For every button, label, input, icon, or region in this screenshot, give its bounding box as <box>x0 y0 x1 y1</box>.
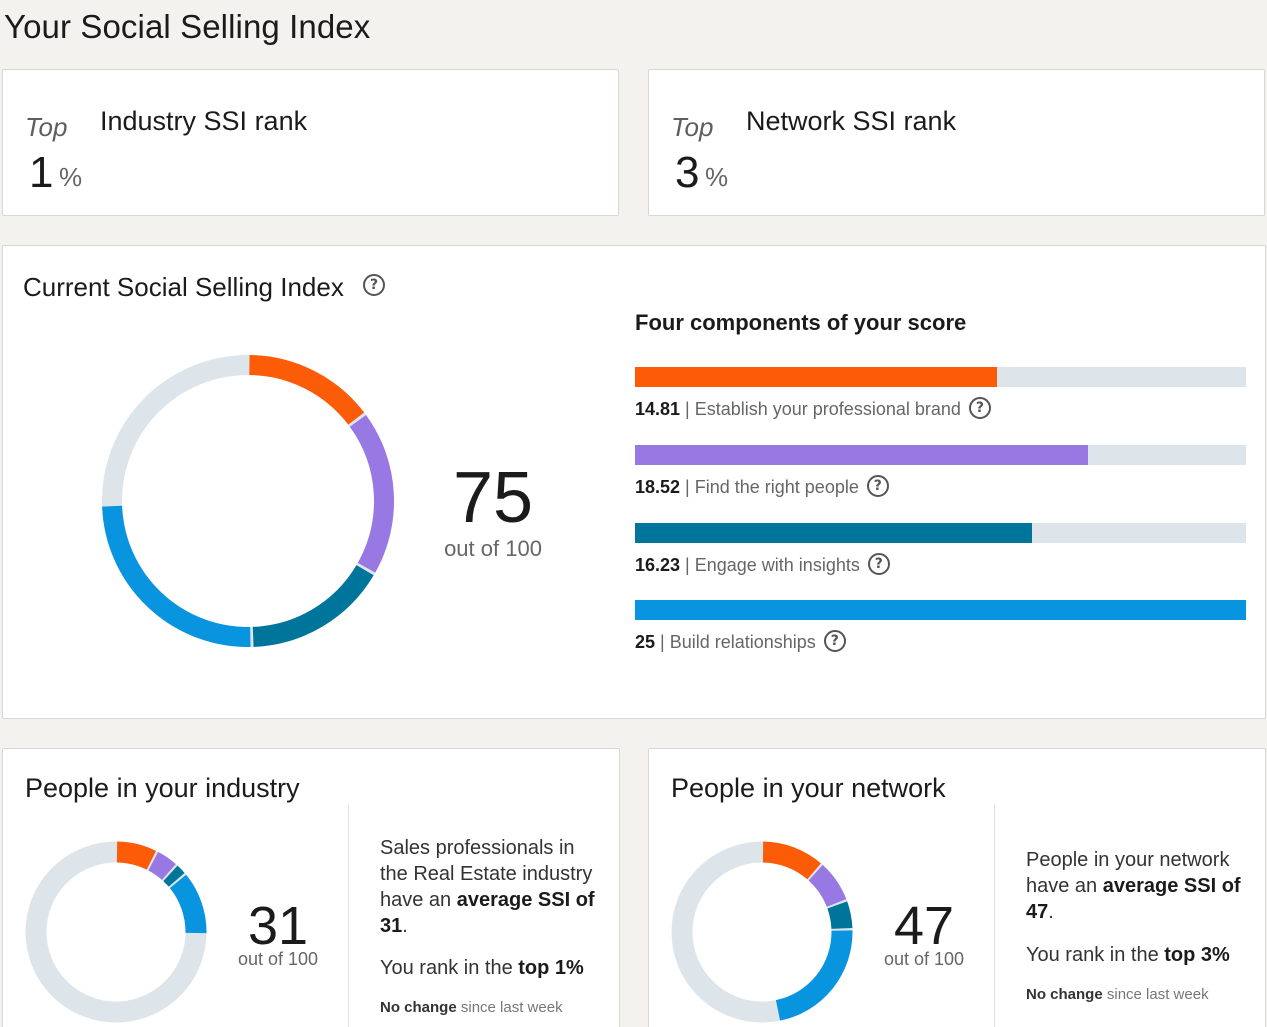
industry-rank-value: 1 <box>29 148 54 197</box>
industry-rank-top-label: Top <box>25 112 68 142</box>
industry-donut-segment-2 <box>148 851 176 881</box>
network-donut-segment-1 <box>762 841 821 880</box>
network-description: People in your network have an average S… <box>1026 847 1246 925</box>
people-industry-title: People in your industry <box>25 773 300 803</box>
people-network-card: People in your network 47 out of 100 Peo… <box>648 748 1266 1027</box>
network-rank-top-label: Top <box>671 112 714 142</box>
component-label: Engage with insights <box>694 555 860 575</box>
component-value: 18.52 <box>635 477 681 497</box>
ssi-donut-segment-4 <box>102 505 251 647</box>
component-bar-relationships <box>635 600 1246 620</box>
network-change-bold: No change <box>1026 986 1103 1003</box>
industry-rank-card: Top 1 % Industry SSI rank <box>2 69 619 216</box>
industry-change-text: No change since last week <box>380 999 563 1016</box>
network-score: 47 <box>893 896 955 956</box>
industry-change-bold: No change <box>380 999 457 1016</box>
network-donut-segment-2 <box>808 864 847 908</box>
component-value: 25 <box>635 632 656 652</box>
network-rank-pre: You rank in the <box>1026 944 1165 966</box>
industry-desc-text: Sales professionals in the Real Estate i… <box>380 837 593 911</box>
network-donut-chart <box>671 841 853 1023</box>
industry-change-rest: since last week <box>456 999 563 1016</box>
network-donut-segment-3 <box>827 901 853 930</box>
component-label-row: 14.81 | Establish your professional brand? <box>635 397 991 421</box>
component-label-row: 25 | Build relationships? <box>635 630 846 654</box>
industry-description: Sales professionals in the Real Estate i… <box>380 835 600 939</box>
question-circle-icon[interactable]: ? <box>968 397 991 420</box>
industry-rank-unit: % <box>59 162 83 192</box>
industry-donut-segment-4 <box>169 874 207 934</box>
network-change-text: No change since last week <box>1026 986 1209 1003</box>
component-label: Build relationships <box>669 632 816 652</box>
network-rank-label: Network SSI rank <box>746 106 957 136</box>
industry-desc-bold: average SSI of 31 <box>380 889 595 937</box>
component-label-row: 18.52 | Find the right people? <box>635 475 889 499</box>
component-value: 16.23 <box>635 555 681 575</box>
network-desc-end: . <box>1048 901 1054 923</box>
question-circle-icon[interactable]: ? <box>867 553 890 576</box>
industry-score-out-of: out of 100 <box>237 949 319 969</box>
network-desc-bold: average SSI of 47 <box>1026 875 1241 923</box>
network-rank-bold: top 3% <box>1164 944 1230 966</box>
ssi-donut-segment-1 <box>249 355 365 425</box>
question-circle-icon[interactable]: ? <box>823 630 846 653</box>
divider <box>348 805 349 1027</box>
industry-donut-segment-1 <box>116 841 157 870</box>
component-label: Find the right people <box>694 477 859 497</box>
question-circle-icon[interactable]: ? <box>363 274 385 296</box>
component-bar-people <box>635 445 1088 465</box>
page-title: Your Social Selling Index <box>4 8 371 45</box>
industry-donut-chart <box>25 841 207 1023</box>
network-donut-segment-4 <box>775 930 853 1021</box>
question-circle-icon[interactable]: ? <box>866 475 889 498</box>
network-rank-text: You rank in the top 3% <box>1026 944 1230 967</box>
network-score-out-of: out of 100 <box>883 949 965 969</box>
component-value: 14.81 <box>635 399 681 419</box>
ssi-score: 75 <box>452 458 534 538</box>
component-bar-insights <box>635 523 1032 543</box>
industry-rank-pre: You rank in the <box>380 957 519 979</box>
ssi-donut-segment-3 <box>252 564 374 647</box>
industry-rank-text: You rank in the top 1% <box>380 957 584 980</box>
divider <box>994 805 995 1027</box>
people-network-title: People in your network <box>671 773 946 803</box>
network-desc-text: People in your network have an <box>1026 849 1230 897</box>
ssi-score-out-of: out of 100 <box>444 536 542 561</box>
industry-donut-segment-3 <box>163 865 185 887</box>
industry-desc-end: . <box>402 915 408 937</box>
industry-rank-label: Industry SSI rank <box>100 106 308 136</box>
network-change-rest: since last week <box>1102 986 1209 1003</box>
ssi-donut-segment-2 <box>349 415 394 573</box>
people-industry-card: People in your industry 31 out of 100 Sa… <box>2 748 620 1027</box>
component-label-row: 16.23 | Engage with insights? <box>635 553 890 577</box>
current-ssi-card: Current Social Selling Index ? 75 out of… <box>2 245 1266 719</box>
industry-score: 31 <box>247 896 309 956</box>
current-ssi-title: Current Social Selling Index <box>23 272 344 302</box>
network-rank-card: Top 3 % Network SSI rank <box>648 69 1265 216</box>
network-rank-value: 3 <box>675 148 700 197</box>
ssi-donut-chart <box>102 355 394 647</box>
components-title: Four components of your score <box>635 310 967 335</box>
industry-rank-bold: top 1% <box>518 957 584 979</box>
network-rank-unit: % <box>705 162 729 192</box>
component-bar-brand <box>635 367 997 387</box>
component-label: Establish your professional brand <box>694 399 961 419</box>
